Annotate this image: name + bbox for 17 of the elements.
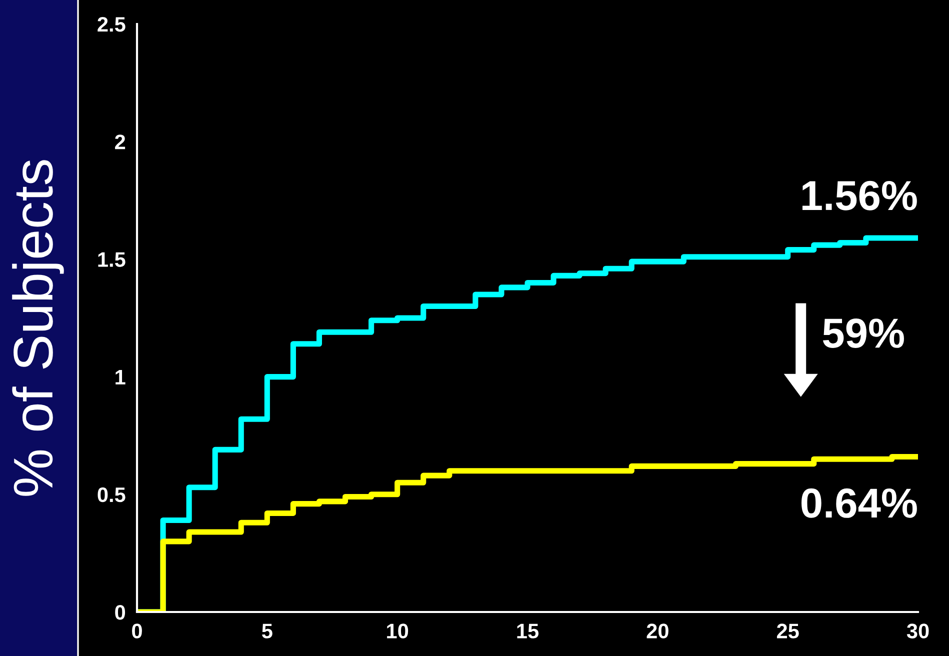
x-tick-label: 15 [517, 624, 539, 638]
x-tick-label: 0 [132, 624, 142, 638]
x-tick-label: 25 [776, 624, 799, 638]
y-tick-label: 2.5 [98, 17, 126, 32]
x-tick-label: 30 [906, 624, 929, 638]
y-tick-label: 2 [115, 134, 126, 150]
y-tick-label: 1.5 [98, 252, 126, 267]
x-tick-label: 10 [387, 624, 408, 638]
x-tick-label: 5 [262, 624, 272, 638]
y-tick-label: 1 [116, 370, 126, 384]
y-tick-label: 0.5 [98, 487, 126, 502]
y-axis-title: % of Subjects [12, 160, 64, 496]
annotation: 1.56% [802, 180, 917, 210]
x-tick-label: 20 [646, 624, 668, 638]
y-tick-label: 0 [115, 605, 126, 620]
annotation: 0.64% [802, 488, 917, 518]
annotation: 59% [822, 318, 904, 348]
